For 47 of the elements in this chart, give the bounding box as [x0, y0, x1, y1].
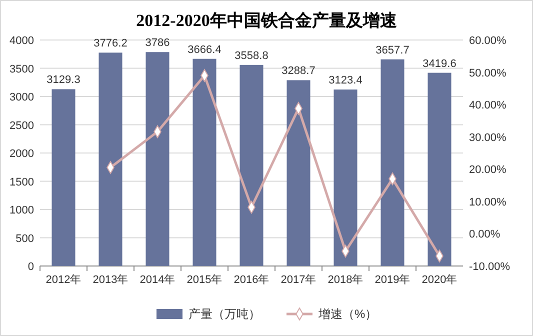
y-tick-label: 3500: [10, 63, 34, 76]
y-tick-label: 4000: [10, 35, 34, 47]
bar: [334, 90, 358, 266]
data-label: 3129.3: [46, 74, 80, 86]
bar: [240, 64, 264, 266]
x-tick-label: 2015年: [186, 274, 222, 286]
y2-tick-label: 60.00%: [469, 35, 507, 47]
bar: [380, 59, 404, 266]
data-label: 3657.7: [376, 44, 410, 56]
x-tick-label: 2018年: [328, 274, 364, 286]
x-tick-label: 2019年: [374, 274, 410, 286]
x-tick-label: 2016年: [234, 274, 270, 286]
x-tick-label: 2012年: [46, 274, 82, 286]
legend-label: 增速（%）: [318, 307, 378, 321]
y-tick-label: 2000: [10, 148, 34, 160]
bar: [286, 80, 310, 266]
y-tick-label: 1000: [10, 204, 34, 216]
y-tick-label: 1500: [10, 176, 34, 188]
bar: [98, 52, 122, 266]
data-label: 3666.4: [188, 44, 222, 56]
y-tick-label: 500: [16, 232, 34, 245]
y2-tick-label: 20.00%: [469, 164, 507, 176]
y2-tick-label: 0.00%: [469, 228, 500, 241]
x-tick-label: 2020年: [422, 274, 458, 286]
bar: [192, 58, 216, 266]
bar: [428, 72, 452, 266]
bar: [52, 89, 76, 266]
legend-label: 产量（万吨）: [188, 307, 260, 321]
y2-tick-label: 50.00%: [469, 67, 507, 80]
data-label: 3123.4: [328, 74, 362, 87]
y2-tick-label: 30.00%: [469, 132, 507, 144]
data-label: 3786: [145, 37, 170, 50]
y-tick-label: 0: [28, 261, 34, 273]
y2-tick-label: -10.00%: [469, 261, 510, 273]
chart-title: 2012-2020年中国铁合金产量及增速: [136, 11, 397, 30]
bar: [146, 52, 170, 266]
y-tick-label: 2500: [10, 120, 34, 132]
x-tick-label: 2014年: [140, 274, 176, 286]
data-label: 3558.8: [234, 50, 268, 62]
y2-tick-label: 10.00%: [469, 196, 507, 208]
data-label: 3776.2: [94, 38, 128, 50]
y-tick-label: 3000: [10, 92, 34, 104]
data-label: 3419.6: [422, 58, 456, 70]
data-label: 3288.7: [282, 65, 316, 78]
x-tick-label: 2013年: [92, 274, 128, 286]
x-tick-label: 2017年: [280, 274, 316, 286]
y2-tick-label: 40.00%: [469, 100, 507, 112]
